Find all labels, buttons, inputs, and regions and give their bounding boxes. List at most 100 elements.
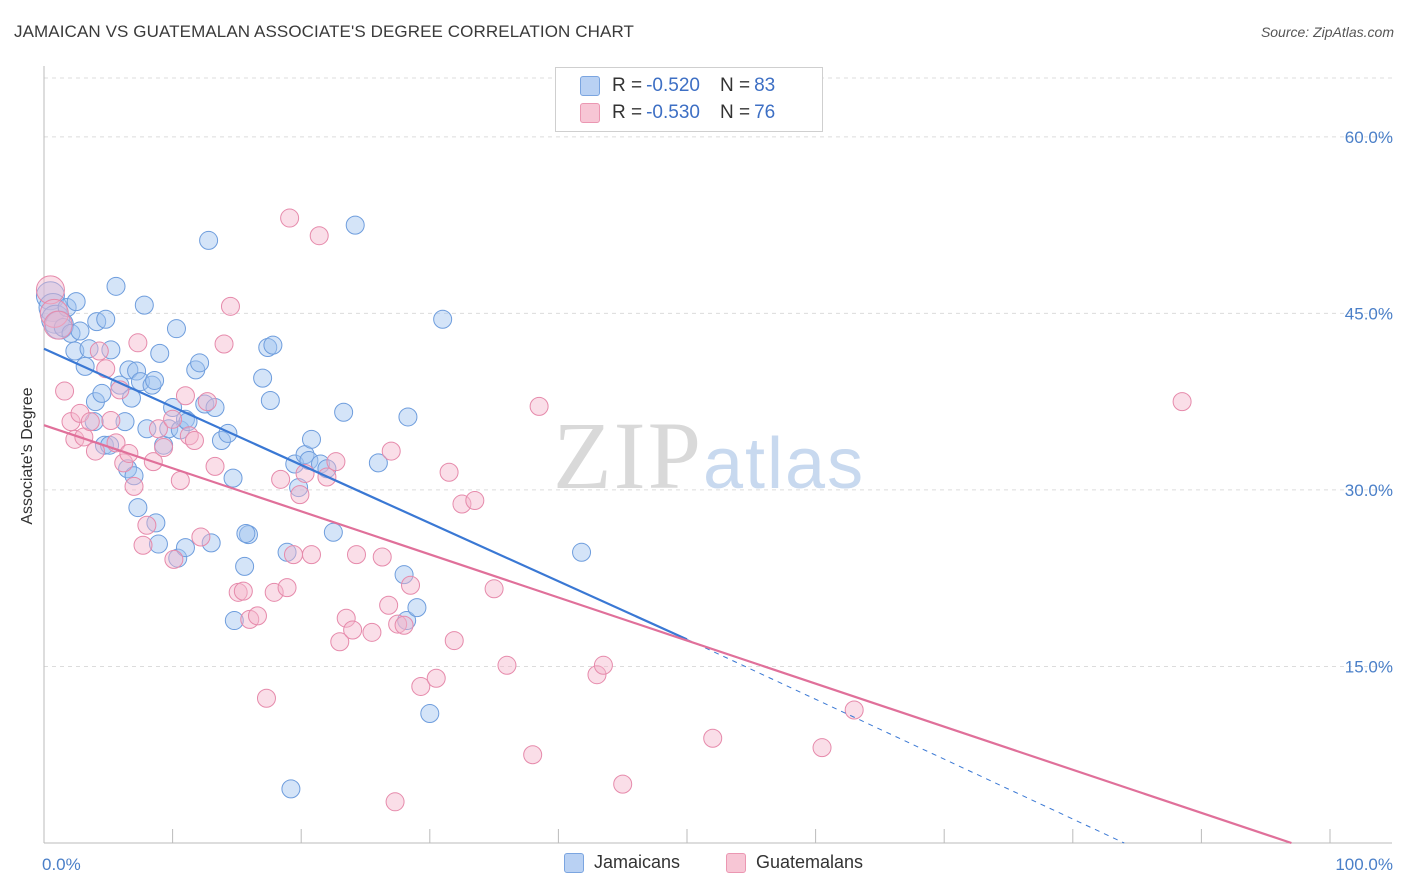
guatemalan-point — [70, 403, 90, 423]
jamaican-point — [148, 534, 168, 554]
guatemalan-point — [128, 333, 148, 353]
watermark-atlas: atlas — [703, 424, 866, 504]
guatemalan-point — [439, 462, 459, 482]
jamaican-point — [115, 412, 135, 432]
guatemalan-point — [280, 208, 300, 228]
guatemalan-point — [426, 668, 446, 688]
guatemalan-point — [154, 438, 174, 458]
guatemalan-point — [385, 792, 405, 812]
guatemalan-point — [411, 676, 431, 696]
jamaican-point — [128, 498, 148, 518]
jamaican-point — [35, 281, 65, 311]
jamaican-point — [118, 459, 138, 479]
guatemalan-point — [148, 419, 168, 439]
y-tick-label: 45.0% — [1345, 304, 1393, 323]
jamaican-point — [175, 538, 195, 558]
guatemalan-point — [523, 745, 543, 765]
legend-r-label: R = — [612, 75, 643, 96]
guatemalan-point — [346, 545, 366, 565]
guatemalan-point — [89, 341, 109, 361]
jamaican-point — [70, 321, 90, 341]
guatemalan-point — [362, 622, 382, 642]
guatemalan-point — [214, 334, 234, 354]
jamaican-trend-extension — [686, 638, 1125, 844]
jamaican-point — [260, 390, 280, 410]
jamaican-point — [223, 468, 243, 488]
guatemalan-point — [277, 578, 297, 598]
guatemalan-point — [844, 700, 864, 720]
guatemalan-point — [452, 494, 472, 514]
guatemalan-point — [703, 728, 723, 748]
jamaican-point — [137, 419, 157, 439]
guatemalan-point — [264, 582, 284, 602]
guatemalan-point — [96, 359, 116, 379]
jamaican-point — [368, 453, 388, 473]
guatemalan-point — [529, 396, 549, 416]
legend-n-label: N = — [719, 102, 751, 123]
guatemalan-point — [39, 298, 69, 328]
jamaican-point — [281, 779, 301, 799]
legend-item-guatemalans[interactable]: Guatemalans — [726, 852, 863, 873]
guatemalan-point — [336, 608, 356, 628]
jamaican-point — [134, 295, 154, 315]
jamaican-point — [92, 383, 112, 403]
guatemalan-point — [124, 476, 144, 496]
y-tick-label: 30.0% — [1345, 481, 1393, 500]
guatemalan-point — [497, 655, 517, 675]
jamaican-point — [258, 338, 278, 358]
guatemalan-point — [309, 226, 329, 246]
guatemalan-trend-line — [43, 424, 1292, 845]
jamaican-point — [334, 402, 354, 422]
guatemalan-point — [587, 665, 607, 685]
guatemalan-point — [283, 545, 303, 565]
jamaican-point — [205, 398, 225, 418]
legend-swatch-jamaicans — [580, 76, 600, 96]
legend-item-jamaicans[interactable]: Jamaicans — [564, 852, 680, 873]
legend-n-value: 76 — [754, 102, 776, 123]
legend-row-guatemalans: R = -0.530 N = 76 — [580, 100, 775, 126]
guatemalan-point — [484, 579, 504, 599]
guatemalan-point — [444, 631, 464, 651]
guatemalan-point — [197, 392, 217, 412]
jamaican-point — [199, 230, 219, 250]
legend-row-jamaicans: R = -0.520 N = 83 — [580, 73, 775, 99]
guatemalan-point — [170, 471, 190, 491]
guatemalan-point — [35, 275, 65, 305]
jamaican-point — [150, 343, 170, 363]
jamaican-point — [394, 565, 414, 585]
y-tick-label: 15.0% — [1345, 657, 1393, 676]
guatemalan-point — [164, 549, 184, 569]
legend-r-value: -0.520 — [646, 75, 700, 96]
guatemalan-point — [184, 430, 204, 450]
jamaican-point — [166, 319, 186, 339]
y-tick-label: 60.0% — [1345, 128, 1393, 147]
chart-title: JAMAICAN VS GUATEMALAN ASSOCIATE'S DEGRE… — [14, 22, 634, 41]
jamaican-point — [124, 466, 144, 486]
jamaican-point — [106, 276, 126, 296]
jamaican-point — [433, 309, 453, 329]
jamaican-point — [65, 341, 85, 361]
jamaican-point — [236, 523, 256, 543]
guatemalan-point — [133, 535, 153, 555]
source-label: Source: ZipAtlas.com — [1260, 24, 1394, 40]
guatemalan-point — [1172, 392, 1192, 412]
jamaican-point — [170, 420, 190, 440]
guatemalan-point — [55, 381, 75, 401]
legend-n-label: N = — [719, 75, 751, 96]
stats-legend: R = -0.520 N = 83 R = -0.530 N = 76 — [555, 67, 823, 132]
guatemalan-point — [372, 547, 392, 567]
x-tick-label: 100.0% — [1335, 855, 1393, 874]
jamaican-point — [253, 368, 273, 388]
legend-r-value: -0.530 — [646, 102, 700, 123]
watermark-zip: ZIP — [553, 402, 703, 509]
jamaican-point — [572, 542, 592, 562]
jamaican-point — [323, 522, 343, 542]
guatemalan-point — [220, 296, 240, 316]
guatemalan-point — [812, 738, 832, 758]
guatemalan-point — [191, 527, 211, 547]
guatemalan-point — [326, 452, 346, 472]
jamaican-point — [218, 423, 238, 443]
jamaican-trend-line — [43, 347, 688, 641]
legend-n-value: 83 — [754, 75, 776, 96]
